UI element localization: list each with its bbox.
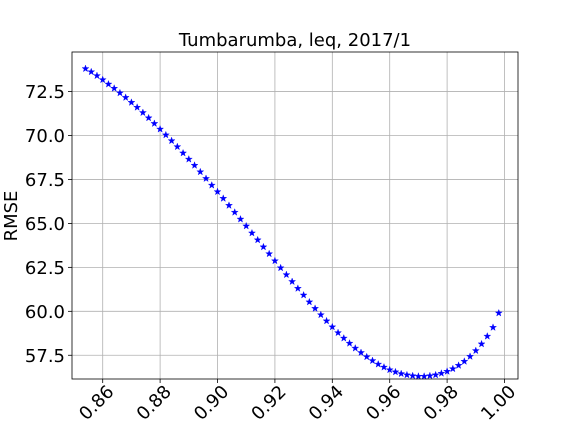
data-point: [425, 371, 434, 380]
data-point: [236, 214, 245, 223]
data-point: [115, 88, 124, 97]
y-tick-label: 70.0: [25, 126, 65, 147]
data-point: [242, 221, 251, 230]
data-point: [207, 181, 216, 189]
data-point: [466, 352, 475, 360]
data-point: [311, 304, 320, 312]
y-tick-label: 67.5: [25, 170, 65, 191]
data-point: [362, 352, 371, 361]
data-point: [224, 201, 233, 209]
data-point: [489, 323, 498, 331]
y-tick-label: 57.5: [25, 346, 65, 367]
data-point: [219, 194, 228, 202]
data-point: [144, 113, 153, 122]
y-tick-label: 72.5: [25, 82, 65, 103]
data-point: [282, 270, 291, 279]
grid: [72, 52, 518, 379]
data-point: [270, 256, 279, 265]
data-point: [156, 124, 165, 133]
data-point: [247, 228, 256, 237]
data-point: [133, 103, 142, 111]
data-point: [196, 167, 205, 176]
y-tick-label: 65.0: [25, 214, 65, 235]
data-point: [322, 316, 331, 325]
data-point: [483, 332, 492, 340]
data-point: [213, 187, 222, 196]
data-point: [253, 235, 262, 244]
data-point: [179, 148, 188, 157]
data-point: [402, 370, 411, 379]
data-series: [81, 64, 503, 380]
data-point: [471, 346, 480, 355]
data-point: [334, 328, 343, 337]
data-point: [104, 79, 113, 88]
data-point: [431, 370, 440, 379]
data-point: [110, 84, 119, 92]
data-point: [460, 357, 469, 365]
data-point: [121, 93, 130, 101]
data-point: [368, 356, 377, 365]
data-point: [339, 334, 348, 342]
data-point: [98, 75, 107, 84]
data-point: [167, 136, 176, 145]
data-point: [202, 174, 211, 182]
data-point: [316, 310, 325, 319]
data-point: [391, 367, 400, 376]
data-point: [328, 322, 337, 331]
data-point: [230, 208, 239, 216]
data-point: [288, 277, 297, 286]
data-point: [379, 363, 388, 371]
data-point: [184, 155, 193, 163]
data-point: [265, 249, 274, 258]
data-point: [138, 108, 147, 117]
data-point: [443, 367, 452, 375]
data-point: [87, 67, 96, 76]
data-point: [305, 297, 314, 306]
y-tick-label: 60.0: [25, 302, 65, 323]
data-point: [127, 98, 136, 106]
data-point: [420, 372, 429, 380]
data-point: [345, 339, 354, 347]
plot-frame: [71, 51, 519, 380]
data-point: [150, 119, 159, 127]
data-point: [81, 64, 90, 73]
data-point: [299, 290, 308, 299]
data-point: [374, 360, 383, 368]
data-point: [161, 130, 170, 139]
data-point: [408, 371, 417, 380]
y-tick-label: 62.5: [25, 258, 65, 279]
data-point: [477, 339, 486, 348]
data-point: [259, 242, 268, 251]
data-point: [454, 361, 463, 369]
data-point: [173, 142, 182, 151]
data-point: [448, 364, 457, 373]
data-point: [437, 369, 446, 377]
data-point: [351, 344, 360, 352]
chart-title: Tumbarumba, leq, 2017/1: [178, 30, 411, 51]
data-point: [276, 263, 285, 272]
data-point: [385, 365, 394, 374]
data-point: [494, 308, 503, 317]
data-point: [92, 71, 101, 80]
data-point: [190, 161, 199, 169]
data-point: [293, 284, 302, 292]
data-point: [357, 348, 366, 357]
data-point: [397, 369, 406, 378]
y-axis-label: RMSE: [1, 191, 22, 242]
